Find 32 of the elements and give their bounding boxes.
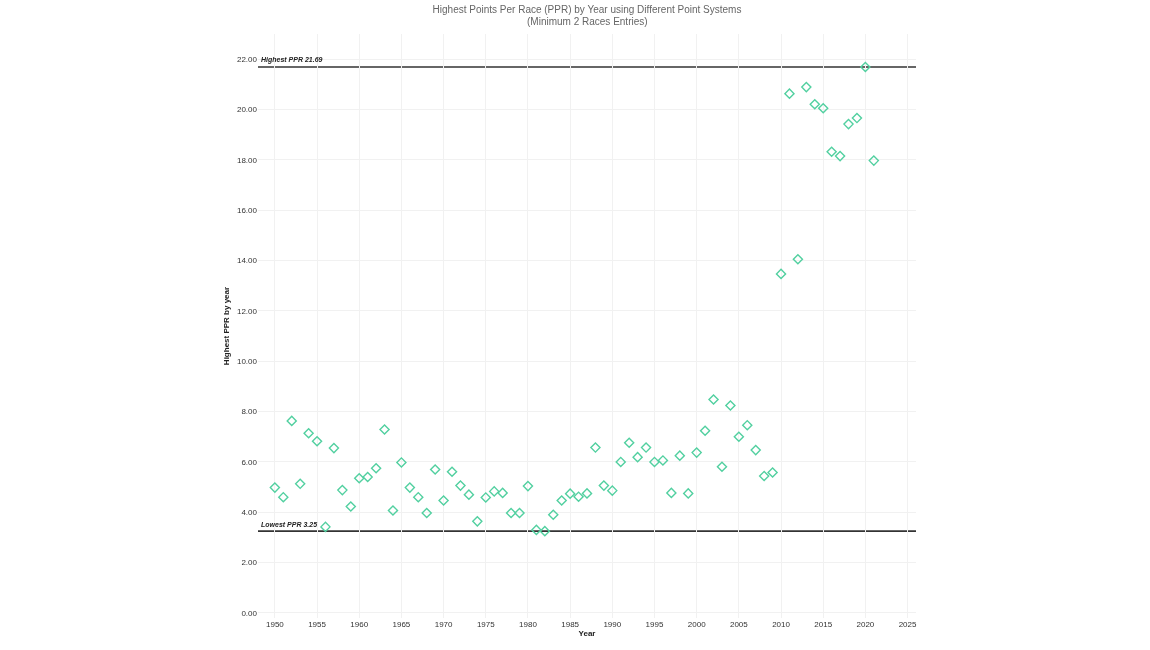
y-tick-label: 20.00 <box>236 105 258 115</box>
y-tick-label: 0.00 <box>241 608 258 618</box>
x-tick-label: 2025 <box>898 620 918 629</box>
x-tick-label: 1950 <box>265 620 285 629</box>
x-tick-label: 2015 <box>814 620 833 629</box>
y-tick-label: 16.00 <box>236 206 258 216</box>
y-tick-label: 22.00 <box>236 54 258 64</box>
chart-subtitle: (Minimum 2 Races Entries) <box>527 16 648 27</box>
y-tick-label: 14.00 <box>236 256 258 266</box>
y-tick-label: 6.00 <box>241 457 258 467</box>
x-tick-label: 1960 <box>350 620 369 629</box>
x-tick-label: 2020 <box>856 620 875 629</box>
x-tick-label: 1990 <box>603 620 622 629</box>
y-tick-label: 18.00 <box>236 155 258 165</box>
x-tick-label: 1975 <box>476 620 496 629</box>
y-tick-label: 10.00 <box>236 357 258 367</box>
y-tick-label: 4.00 <box>241 508 258 518</box>
x-tick-label: 1965 <box>392 620 411 629</box>
y-tick-label: 2.00 <box>241 558 258 568</box>
x-tick-label: 2010 <box>772 620 791 629</box>
y-tick-label: 12.00 <box>236 306 258 316</box>
y-axis-title: Highest PPR by year <box>221 286 231 366</box>
x-tick-label: 2005 <box>729 620 749 629</box>
x-tick-label: 2000 <box>687 620 707 629</box>
x-tick-label: 1955 <box>308 620 327 629</box>
y-tick-label: 8.00 <box>241 407 258 417</box>
x-tick-label: 1980 <box>519 620 538 629</box>
x-tick-label: 1995 <box>645 620 664 629</box>
x-axis-title: Year <box>578 629 596 639</box>
x-tick-label: 1985 <box>561 620 580 629</box>
chart-title: Highest Points Per Race (PPR) by Year using Different Point Systems <box>432 3 742 15</box>
x-tick-label: 1970 <box>434 620 454 629</box>
